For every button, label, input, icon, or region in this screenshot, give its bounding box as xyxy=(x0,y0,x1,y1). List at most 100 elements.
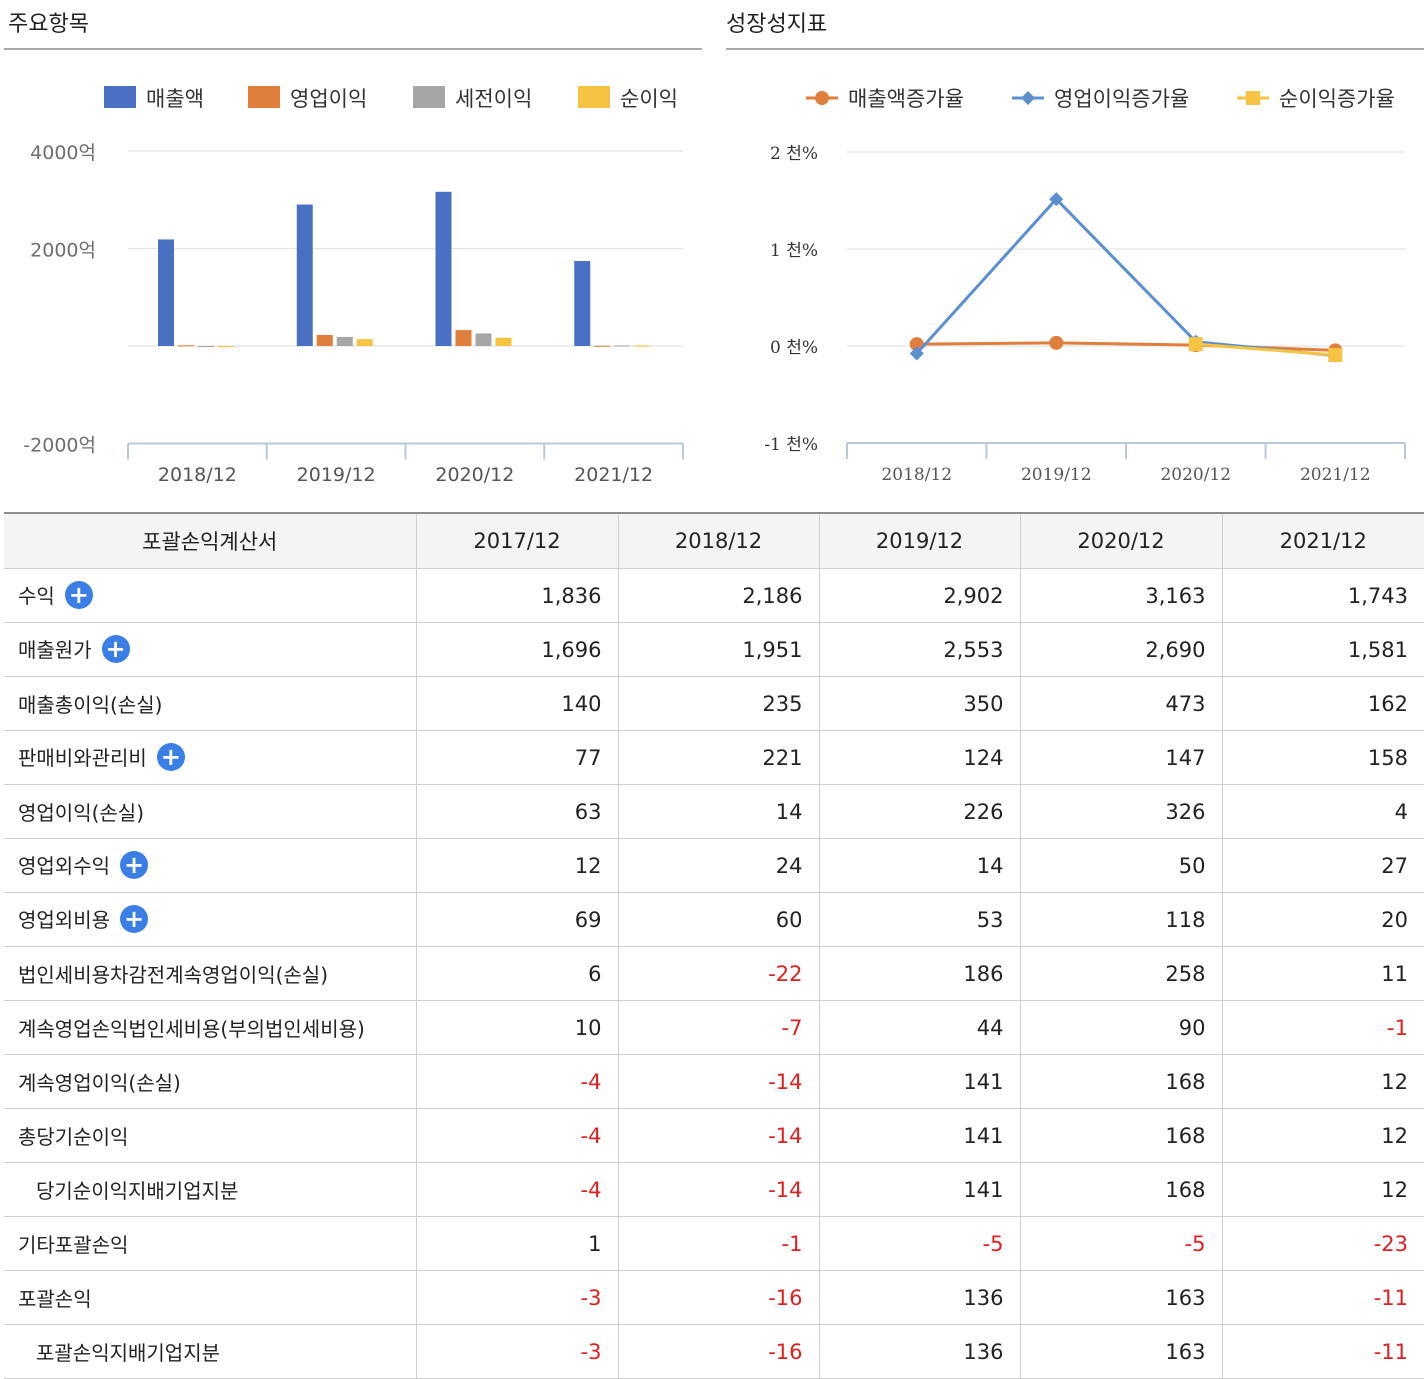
value-cell: 235 xyxy=(617,676,819,731)
line-y-tick-label: 1 천% xyxy=(770,241,818,261)
table-header-row: 포괄손익계산서 2017/12 2018/12 2019/12 2020/12 … xyxy=(4,512,1424,569)
value-cell: 12 xyxy=(1221,1108,1424,1163)
series-매출액증가율-point xyxy=(1049,335,1064,350)
table-row: 영업외비용 +69 60 53 118 20 xyxy=(4,892,1424,947)
bar-순이익 xyxy=(218,346,234,347)
value-cell: -4 xyxy=(415,1162,618,1217)
bar-영업이익 xyxy=(316,334,333,346)
row-label: 영업외비용 xyxy=(18,907,110,932)
table-row: 영업외수익 +12 24 14 50 27 xyxy=(4,838,1424,893)
row-label-cell: 당기순이익지배기업지분 xyxy=(4,1162,416,1217)
legend-point xyxy=(1246,91,1260,105)
bar-매출액 xyxy=(574,261,591,346)
row-label-cell: 수익 + xyxy=(4,568,416,623)
value-cell: 50 xyxy=(1019,838,1222,893)
value-cell: -3 xyxy=(415,1270,618,1325)
bar-매출액 xyxy=(435,191,452,346)
row-label-cell: 법인세비용차감전계속영업이익(손실) xyxy=(4,946,416,1001)
main-items-panel: 주요항목 xyxy=(4,0,702,505)
expand-plus-icon[interactable]: + xyxy=(120,905,148,934)
bar-매출액 xyxy=(296,204,313,346)
bar-세전이익 xyxy=(198,346,214,348)
value-cell: 168 xyxy=(1019,1162,1222,1217)
table-row: 수익 +1,836 2,186 2,902 3,163 1,743 xyxy=(4,568,1424,623)
table-row: 매출원가 +1,696 1,951 2,553 2,690 1,581 xyxy=(4,622,1424,677)
value-cell: 1,581 xyxy=(1221,622,1424,677)
value-cell: 147 xyxy=(1019,730,1222,785)
value-cell: 136 xyxy=(818,1324,1020,1379)
legend-label: 영업이익 xyxy=(290,87,367,111)
value-cell: -7 xyxy=(617,1000,819,1055)
value-cell: 163 xyxy=(1019,1324,1222,1379)
value-cell: 20 xyxy=(1221,892,1424,947)
income-statement-table: 포괄손익계산서 2017/12 2018/12 2019/12 2020/12 … xyxy=(4,512,1424,1379)
row-label: 영업이익(손실) xyxy=(18,801,145,825)
value-cell: 1,951 xyxy=(617,622,819,677)
row-label-cell: 계속영업손익법인세비용(부의법인세비용) xyxy=(4,1000,416,1055)
bar-y-tick-label: -2000억 xyxy=(23,435,96,457)
line-x-tick-label: 2021/12 xyxy=(1300,465,1371,485)
series-순이익증가율-point xyxy=(1328,348,1343,363)
value-cell: 60 xyxy=(617,892,819,947)
row-label: 포괄손익 xyxy=(18,1287,92,1311)
value-cell: 141 xyxy=(818,1054,1020,1109)
row-label: 당기순이익지배기업지분 xyxy=(36,1179,239,1203)
legend-point xyxy=(1021,91,1035,105)
series-영업이익증가율-point xyxy=(1049,192,1064,207)
main-items-title: 주요항목 xyxy=(8,12,89,37)
row-label: 매출원가 xyxy=(18,637,92,662)
value-cell: -4 xyxy=(415,1108,618,1163)
table-body: 수익 +1,836 2,186 2,902 3,163 1,743 매출원가 +1,696 1,… xyxy=(4,568,1424,1379)
expand-plus-icon[interactable]: + xyxy=(64,581,93,610)
value-cell: 326 xyxy=(1019,784,1222,839)
header-2020: 2020/12 xyxy=(1019,512,1222,569)
value-cell: 27 xyxy=(1221,838,1424,893)
value-cell: 77 xyxy=(415,730,618,785)
value-cell: 14 xyxy=(617,784,819,839)
value-cell: 118 xyxy=(1019,892,1222,947)
row-label: 영업외수익 xyxy=(18,853,110,878)
legend-label: 순이익 xyxy=(620,87,678,111)
value-cell: 2,690 xyxy=(1019,622,1222,677)
value-cell: -4 xyxy=(415,1054,618,1109)
legend-label: 순이익증가율 xyxy=(1279,87,1395,111)
series-line-순이익증가율 xyxy=(1195,342,1336,357)
row-label-cell: 영업외비용 + xyxy=(4,892,416,947)
value-cell: 4 xyxy=(1221,784,1424,839)
legend-swatch xyxy=(248,86,280,108)
expand-plus-icon[interactable]: + xyxy=(101,635,130,664)
expand-plus-icon[interactable]: + xyxy=(120,851,148,880)
table-row: 계속영업손익법인세비용(부의법인세비용) 10 -7 44 90 -1 xyxy=(4,1000,1424,1055)
header-statement: 포괄손익계산서 xyxy=(4,512,416,569)
value-cell: 168 xyxy=(1019,1108,1222,1163)
value-cell: 141 xyxy=(818,1162,1020,1217)
row-label-cell: 영업이익(손실) xyxy=(4,784,416,839)
bar-순이익 xyxy=(356,339,373,346)
series-line-영업이익증가율 xyxy=(915,196,1336,358)
bar-y-tick-label: 4000억 xyxy=(30,142,96,164)
bar-영업이익 xyxy=(178,345,194,347)
bar-y-tick-label: 2000억 xyxy=(30,240,96,262)
series-영업이익증가율-point xyxy=(909,346,924,361)
line-x-tick-label: 2019/12 xyxy=(1021,465,1092,485)
value-cell: 140 xyxy=(415,676,618,731)
row-label-cell: 매출원가 + xyxy=(4,622,416,677)
value-cell: 136 xyxy=(818,1270,1020,1325)
bar-순이익 xyxy=(495,337,512,346)
expand-plus-icon[interactable]: + xyxy=(156,743,185,772)
row-label-cell: 영업외수익 + xyxy=(4,838,416,893)
value-cell: 69 xyxy=(415,892,618,947)
row-label-cell: 포괄손익지배기업지분 xyxy=(4,1324,416,1379)
bar-x-tick-label: 2018/12 xyxy=(158,464,237,486)
value-cell: 221 xyxy=(617,730,819,785)
value-cell: -11 xyxy=(1221,1324,1424,1379)
legend-label: 매출액증가율 xyxy=(848,87,964,111)
value-cell: 350 xyxy=(818,676,1020,731)
value-cell: 90 xyxy=(1019,1000,1222,1055)
table-row: 포괄손익 -3 -16 136 163 -11 xyxy=(4,1270,1424,1325)
value-cell: 11 xyxy=(1221,946,1424,1001)
value-cell: 1 xyxy=(415,1216,618,1271)
row-label-cell: 포괄손익 xyxy=(4,1270,416,1325)
value-cell: -1 xyxy=(1221,1000,1424,1055)
bar-세전이익 xyxy=(475,333,492,346)
